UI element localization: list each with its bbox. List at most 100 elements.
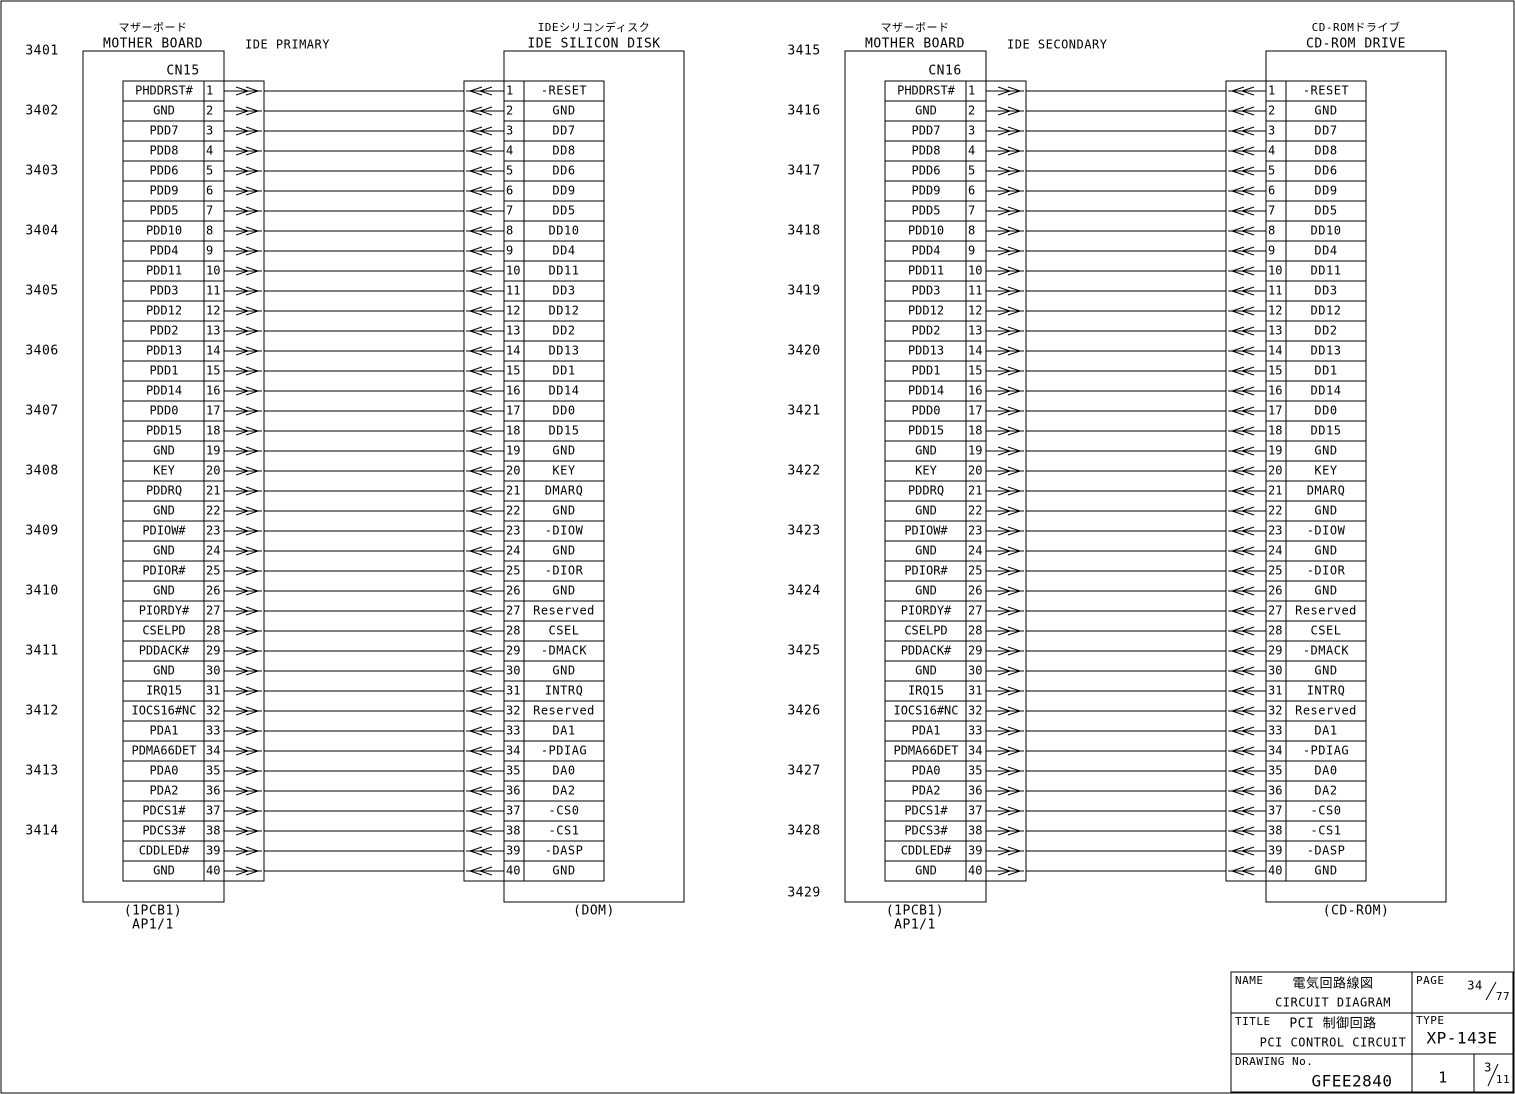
mb-signal: PDDRQ [908, 484, 944, 498]
arrow-out [224, 846, 262, 856]
footer: (1PCB1) [124, 904, 182, 919]
pin: 12 [506, 304, 520, 318]
pin: 23 [206, 524, 220, 538]
fraction-bar [1487, 1063, 1499, 1087]
arrow-out [224, 506, 262, 516]
mb-signal: PDD8 [912, 144, 941, 158]
device-signal: -DASP [1307, 844, 1346, 858]
tb-label: PAGE [1416, 974, 1445, 987]
line-number: 3411 [25, 644, 58, 659]
arrow-out [224, 446, 262, 456]
device-signal: GND [552, 664, 575, 678]
arrow-in [466, 666, 504, 676]
device-signal: DD11 [1311, 264, 1342, 278]
arrow-out [224, 606, 262, 616]
pin: 1 [1268, 84, 1275, 98]
device-signal: CSEL [549, 624, 580, 638]
device-signal: DD13 [549, 344, 580, 358]
arrow-in [466, 466, 504, 476]
tb-pages: 77 [1496, 990, 1510, 1003]
pin: 34 [968, 744, 982, 758]
device-signal: -CS0 [549, 804, 580, 818]
footer: (1PCB1) [886, 904, 944, 919]
arrow-in [1228, 866, 1266, 876]
arrow-in [466, 106, 504, 116]
arrow-in [466, 706, 504, 716]
line-number: 3427 [787, 764, 820, 779]
arrow-out [224, 326, 262, 336]
device-signal: -PDIAG [541, 744, 587, 758]
line-number: 3426 [787, 704, 820, 719]
device-signal: INTRQ [1307, 684, 1346, 698]
pin: 17 [1268, 404, 1282, 418]
arrow-out [224, 186, 262, 196]
pin: 16 [1268, 384, 1282, 398]
bus-name: IDE SECONDARY [1007, 38, 1108, 52]
device-signal: GND [552, 864, 575, 878]
connector-name: CN15 [166, 64, 199, 79]
mb-signal: PDD3 [912, 284, 941, 298]
mb-signal: PDCS3# [142, 824, 186, 838]
tb-sheet: 3 [1484, 1061, 1492, 1075]
pin: 22 [1268, 504, 1282, 518]
arrow-out [224, 126, 262, 136]
tb-revision: 1 [1438, 1069, 1448, 1087]
arrow-in [1228, 446, 1266, 456]
device-signal: DD9 [552, 184, 575, 198]
pin: 13 [506, 324, 520, 338]
arrow-in [466, 166, 504, 176]
arrow-out [986, 246, 1024, 256]
pin: 24 [506, 544, 520, 558]
mb-signal: PDD6 [150, 164, 179, 178]
footer: AP1/1 [132, 918, 174, 933]
line-number: 3410 [25, 584, 58, 599]
arrow-in [1228, 806, 1266, 816]
arrow-out [224, 486, 262, 496]
pin: 20 [506, 464, 520, 478]
device-signal: GND [552, 504, 575, 518]
pin: 24 [968, 544, 982, 558]
device-signal: DD14 [1311, 384, 1342, 398]
arrow-in [1228, 286, 1266, 296]
mb-signal: PDD7 [912, 124, 941, 138]
pin: 15 [206, 364, 220, 378]
line-number: 3408 [25, 464, 58, 479]
pin: 34 [206, 744, 220, 758]
mb-signal: IOCS16#NC [131, 704, 196, 718]
tb-name-en: CIRCUIT DIAGRAM [1275, 996, 1391, 1010]
pin: 15 [968, 364, 982, 378]
arrow-out [224, 766, 262, 776]
arrow-out [986, 806, 1024, 816]
device-signal: GND [1314, 444, 1337, 458]
mb-signal: GND [915, 504, 937, 518]
arrow-out [986, 366, 1024, 376]
arrow-in [1228, 106, 1266, 116]
arrow-in [1228, 86, 1266, 96]
arrow-out [986, 306, 1024, 316]
pin: 28 [968, 624, 982, 638]
pin: 31 [206, 684, 220, 698]
device-signal: DA2 [1314, 784, 1337, 798]
arrow-in [1228, 646, 1266, 656]
arrow-in [466, 846, 504, 856]
mb-signal: PDDACK# [139, 644, 190, 658]
pin: 1 [968, 84, 975, 98]
arrow-in [466, 606, 504, 616]
device-signal: -CS1 [549, 824, 580, 838]
arrow-in [466, 246, 504, 256]
pin: 39 [506, 844, 520, 858]
pin: 19 [506, 444, 520, 458]
line-number: 3412 [25, 704, 58, 719]
pin: 32 [1268, 704, 1282, 718]
pin: 7 [206, 204, 213, 218]
mb-signal: PDIOW# [904, 524, 948, 538]
mb-signal: IRQ15 [908, 684, 944, 698]
device-signal: DD8 [552, 144, 575, 158]
device-signal: GND [1314, 504, 1337, 518]
arrow-in [1228, 846, 1266, 856]
pin: 21 [968, 484, 982, 498]
tb-label: DRAWING No. [1235, 1055, 1313, 1068]
mb-signal: GND [915, 104, 937, 118]
pin: 10 [968, 264, 982, 278]
mb-signal: CDDLED# [139, 844, 190, 858]
